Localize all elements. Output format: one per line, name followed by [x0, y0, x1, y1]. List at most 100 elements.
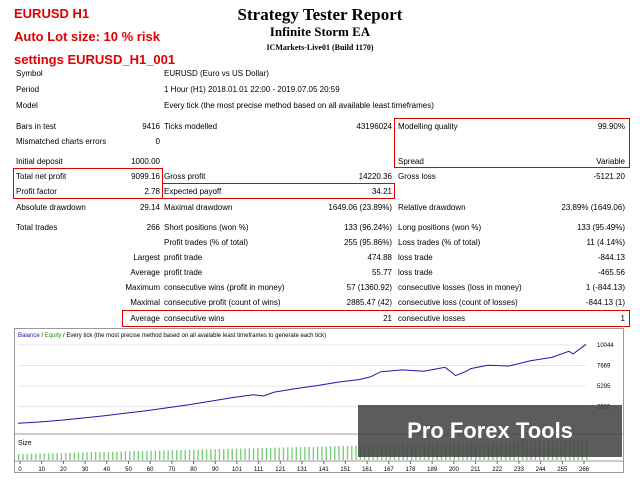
size-bar [146, 450, 148, 460]
largest-label: Largest [133, 253, 160, 262]
average-pt-label: profit trade [164, 268, 203, 277]
x-tick-label: 40 [103, 467, 110, 473]
deposit-value: 1000.00 [131, 157, 160, 166]
reldd-label: Relative drawdown [398, 203, 466, 212]
mxloss-label: consecutive loss (count of losses) [398, 298, 518, 307]
size-bar [269, 447, 272, 460]
reldd-value: 23.89% (1649.06) [561, 203, 625, 212]
deposit-label: Initial deposit [16, 157, 63, 166]
size-bar [22, 453, 24, 460]
size-bar [47, 453, 50, 460]
size-bar [210, 449, 212, 460]
x-tick-label: 178 [405, 467, 416, 473]
size-bar [342, 446, 344, 460]
pt-label: Profit trades (% of total) [164, 238, 249, 247]
size-bar [18, 454, 20, 460]
size-bar [321, 446, 323, 460]
size-bar [214, 449, 216, 460]
long-value: 133 (95.49%) [576, 223, 625, 232]
size-bar [171, 450, 174, 460]
size-bar [218, 449, 221, 460]
mxprofit-value: 2885.47 (42) [346, 298, 392, 307]
symbol-label: Symbol [16, 69, 43, 78]
lt-label: Loss trades (% of total) [398, 238, 481, 247]
size-bar [257, 448, 259, 460]
pf-label: Profit factor [16, 187, 57, 196]
avglosses-label: consecutive losses [398, 314, 466, 323]
size-bar [64, 452, 67, 460]
size-bar [338, 446, 340, 460]
size-bar [163, 450, 165, 460]
bars-label: Bars in test [16, 122, 57, 131]
avglosses-value: 1 [620, 314, 625, 323]
legend-balance: Balance [18, 333, 40, 339]
maxdd-label: Maximal drawdown [164, 203, 233, 212]
size-bar [60, 452, 63, 460]
size-bar [193, 449, 195, 460]
size-bar [180, 450, 182, 460]
absdd-value: 29.14 [139, 203, 160, 212]
ticks-value: 43196024 [356, 122, 392, 131]
average-label: Average [130, 268, 160, 277]
x-tick-label: 151 [340, 467, 351, 473]
size-bar [94, 452, 97, 460]
mismatch-value: 0 [155, 137, 160, 146]
server-name: ICMarkets-Live01 (Build 1170) [266, 43, 374, 52]
size-bar [150, 450, 152, 460]
period-value: 1 Hour (H1) 2018.01.01 22:00 - 2019.07.0… [164, 85, 340, 94]
x-tick-label: 255 [557, 467, 568, 473]
x-tick-label: 167 [384, 467, 395, 473]
x-tick-label: 244 [536, 467, 547, 473]
size-bar [73, 452, 75, 460]
size-bar [124, 451, 127, 460]
average2-label: Average [130, 314, 160, 323]
spread-label: Spread [398, 157, 424, 166]
size-bar [346, 445, 349, 460]
model-label: Model [16, 101, 38, 110]
size-bar [116, 451, 118, 460]
size-bar [56, 453, 58, 460]
short-value: 133 (96.24%) [343, 223, 392, 232]
maxlosses-value: 1 (-844.13) [585, 283, 625, 292]
legend-equity: Equity [45, 333, 62, 339]
size-bar [222, 448, 225, 460]
avgwins-value: 21 [383, 314, 392, 323]
size-bar [235, 448, 238, 460]
absdd-label: Absolute drawdown [16, 203, 86, 212]
x-tick-label: 70 [169, 467, 176, 473]
grossprofit-value: 14220.36 [358, 172, 392, 181]
size-bar [244, 448, 246, 460]
quality-label: Modelling quality [398, 122, 458, 131]
x-tick-label: 0 [18, 467, 22, 473]
x-tick-label: 131 [297, 467, 308, 473]
size-bar [201, 449, 204, 460]
x-tick-label: 222 [492, 467, 503, 473]
spread-value: Variable [596, 157, 625, 166]
period-label: Period [16, 85, 40, 94]
size-bar [248, 448, 251, 460]
highlight-box-payoff [162, 183, 395, 199]
model-value: Every tick (the most precise method base… [164, 101, 434, 110]
average-lt-value: -465.56 [597, 268, 625, 277]
size-bar [184, 449, 186, 460]
legend-rest: / Every tick (the most precise method ba… [61, 333, 326, 339]
size-bar [316, 446, 319, 460]
size-bar [188, 449, 191, 460]
size-bar [90, 452, 93, 460]
x-tick-label: 101 [232, 467, 243, 473]
chart-legend: Balance / Equity / Every tick (the most … [18, 333, 326, 339]
ticks-label: Ticks modelled [164, 122, 218, 131]
grossprofit-label: Gross profit [164, 172, 206, 181]
overlay-title-symbol: EURUSD H1 [14, 6, 90, 21]
size-bar [141, 450, 144, 460]
size-bar [240, 448, 242, 460]
size-bar [167, 450, 169, 460]
size-bar [325, 446, 327, 460]
x-tick-label: 161 [362, 467, 373, 473]
size-bar [137, 451, 139, 460]
size-bar [278, 447, 280, 460]
size-bar [304, 446, 306, 460]
watermark-banner: Pro Forex Tools [358, 405, 622, 457]
size-bar [154, 450, 157, 460]
overlay-title-lot: Auto Lot size: 10 % risk [14, 29, 160, 44]
